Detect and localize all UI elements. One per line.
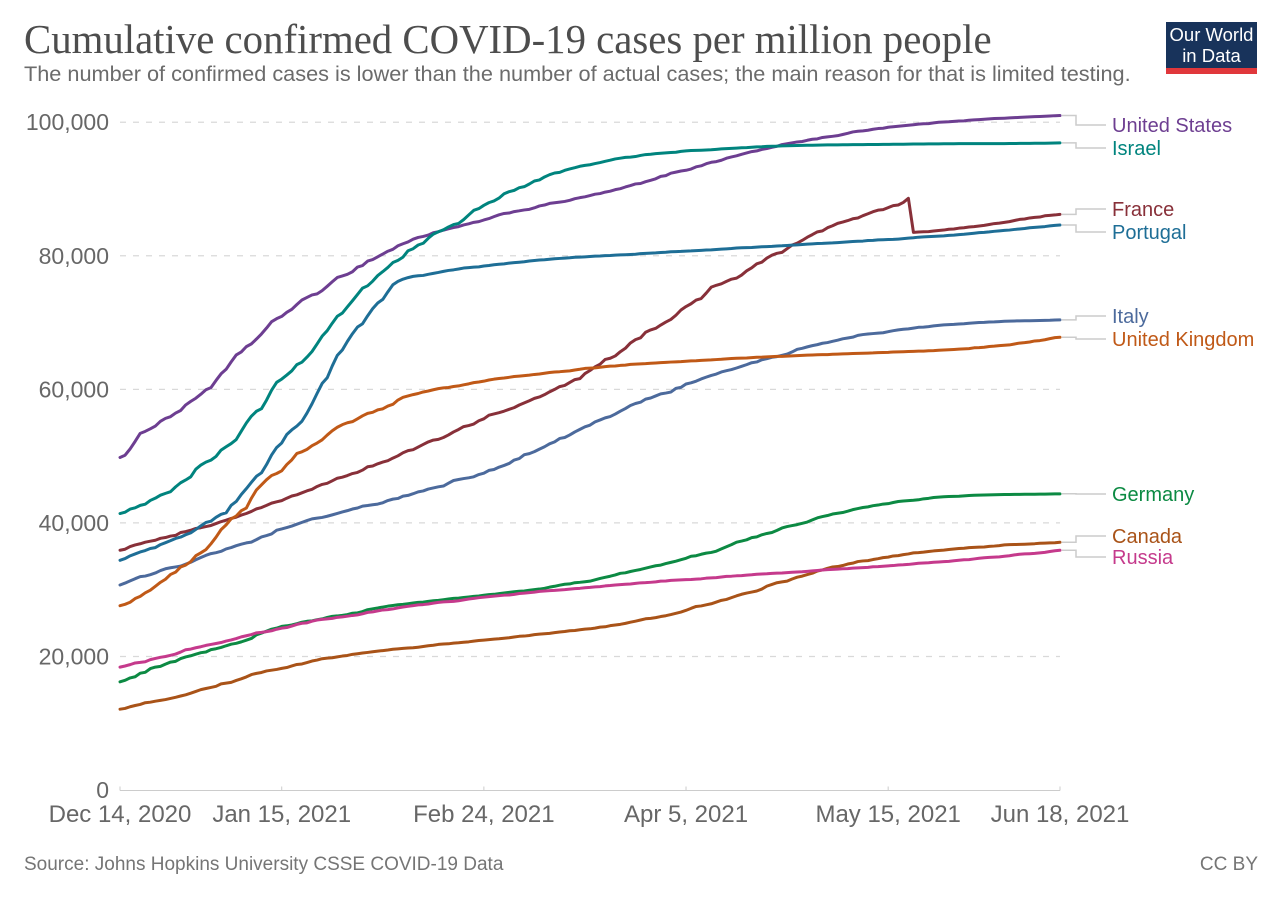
series-line-united-states[interactable] <box>118 114 1062 459</box>
series-line-italy[interactable] <box>118 318 1062 587</box>
legend-label-israel[interactable]: Israel <box>1112 138 1161 160</box>
series-line-france[interactable] <box>118 196 1062 552</box>
x-tick-label: Feb 24, 2021 <box>413 801 554 828</box>
source-note: Source: Johns Hopkins University CSSE CO… <box>24 854 504 875</box>
x-tick-label: Jan 15, 2021 <box>212 801 351 828</box>
x-tick-label: May 15, 2021 <box>815 801 960 828</box>
chart-subtitle: The number of confirmed cases is lower t… <box>24 61 1131 86</box>
legend-connector <box>1062 336 1106 340</box>
series-line-israel[interactable] <box>118 141 1062 516</box>
y-tick-label: 40,000 <box>39 510 109 536</box>
x-tick-label: Jun 18, 2021 <box>991 801 1130 828</box>
legend-label-united-states[interactable]: United States <box>1112 115 1232 137</box>
legend-label-italy[interactable]: Italy <box>1112 306 1149 328</box>
x-tick-label: Apr 5, 2021 <box>624 801 748 828</box>
y-tick-label: 80,000 <box>39 243 109 269</box>
owid-logo-red-bar <box>1166 68 1257 74</box>
legend-label-united-kingdom[interactable]: United Kingdom <box>1112 329 1254 351</box>
legend-label-france[interactable]: France <box>1112 199 1174 221</box>
y-tick-label: 20,000 <box>39 643 109 669</box>
series-line-portugal[interactable] <box>118 223 1062 562</box>
series-line-united-kingdom[interactable] <box>118 335 1062 608</box>
owid-logo-line1: Our World <box>1169 24 1254 45</box>
legend-connector <box>1062 315 1106 321</box>
legend-label-canada[interactable]: Canada <box>1112 526 1183 548</box>
legend-connector <box>1062 535 1106 543</box>
legend-connector <box>1062 142 1106 149</box>
series-line-canada[interactable] <box>118 540 1062 711</box>
license-link[interactable]: CC BY <box>1199 854 1258 875</box>
legend-connector <box>1062 114 1106 126</box>
legend-connector <box>1062 208 1106 216</box>
y-tick-label: 60,000 <box>39 376 109 402</box>
y-tick-label: 0 <box>96 777 109 803</box>
chart-title: Cumulative confirmed COVID-19 cases per … <box>24 17 992 62</box>
legend-label-germany[interactable]: Germany <box>1112 484 1194 506</box>
legend-label-russia[interactable]: Russia <box>1112 547 1174 569</box>
owid-logo[interactable]: Our World in Data <box>1166 22 1257 74</box>
y-tick-label: 100,000 <box>26 109 109 135</box>
legend-label-portugal[interactable]: Portugal <box>1112 222 1187 244</box>
legend-connector <box>1062 549 1106 558</box>
x-tick-label: Dec 14, 2020 <box>49 801 192 828</box>
owid-logo-box: Our World in Data <box>1166 22 1257 68</box>
owid-logo-line2: in Data <box>1182 45 1241 66</box>
legend-connector <box>1062 224 1106 233</box>
series-line-russia[interactable] <box>118 548 1062 669</box>
